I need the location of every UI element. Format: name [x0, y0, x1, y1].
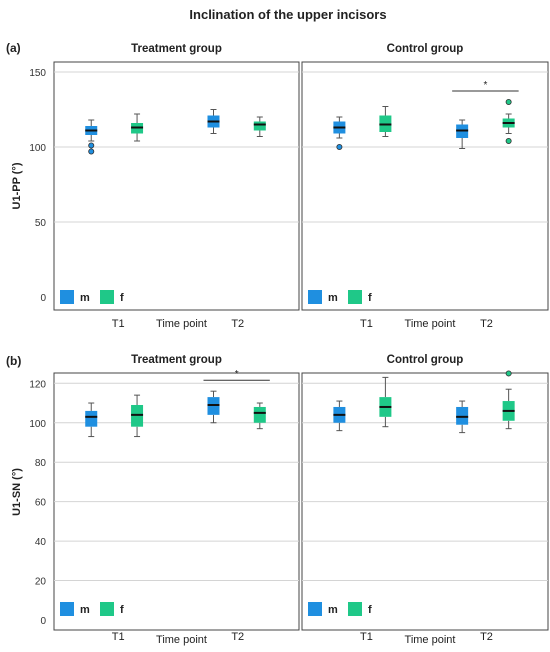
facet-title: Control group — [387, 354, 464, 366]
y-tick-label: 0 — [40, 293, 46, 304]
panel-label: (a) — [6, 41, 21, 55]
box-plot-T1-m — [85, 402, 98, 438]
x-tick-label: T1 — [112, 318, 125, 330]
box-plot-T2-m — [207, 390, 220, 424]
legend-label-f: f — [368, 292, 372, 304]
box-plot-T1-m — [85, 119, 98, 155]
box-plot-T2-f — [502, 370, 515, 430]
facet-title: Control group — [387, 43, 464, 55]
outlier-point — [88, 148, 95, 155]
x-tick-label: T2 — [480, 318, 493, 330]
y-tick-label: 80 — [35, 458, 47, 469]
x-tick-label: T1 — [112, 631, 125, 643]
figure-title: Inclination of the upper incisors — [189, 7, 386, 22]
facet: Control group m f T1 T2 Time point — [301, 354, 549, 646]
facet-frame — [301, 61, 549, 311]
box-plot-T2-m — [456, 119, 469, 149]
outlier-point — [505, 99, 512, 106]
legend-swatch-f — [348, 602, 362, 616]
box-plot-T1-f — [379, 106, 392, 137]
box-plot-T1-f — [379, 376, 392, 428]
chart-panel: (a) U1-PP (°) 0 50 100 150 Treatment group m f T1… — [6, 41, 549, 330]
y-tick-label: 100 — [29, 419, 46, 430]
legend-swatch-f — [100, 290, 114, 304]
y-tick-label: 20 — [35, 577, 47, 588]
x-axis-label: Time point — [405, 318, 456, 330]
legend-swatch-m — [60, 290, 74, 304]
y-tick-label: 60 — [35, 498, 47, 509]
outlier-point — [88, 142, 95, 149]
legend-label-m: m — [80, 604, 90, 616]
box-plot-T1-m — [333, 116, 346, 150]
x-tick-label: T1 — [360, 318, 373, 330]
legend-label-f: f — [368, 604, 372, 616]
box-iqr — [253, 121, 266, 131]
x-tick-label: T2 — [231, 631, 244, 643]
box-plot-T1-f — [131, 113, 144, 142]
x-axis-label: Time point — [156, 634, 207, 646]
outlier-point — [336, 143, 343, 150]
y-tick-label: 0 — [40, 616, 46, 627]
y-tick-label: 120 — [29, 379, 46, 390]
x-tick-label: T2 — [231, 318, 244, 330]
legend-label-m: m — [328, 604, 338, 616]
legend-label-f: f — [120, 604, 124, 616]
outlier-point — [505, 137, 512, 144]
box-plot-T2-f — [253, 402, 266, 430]
legend-swatch-f — [348, 290, 362, 304]
facet: Treatment group m f T1 T2 Time point — [53, 43, 300, 330]
legend-swatch-f — [100, 602, 114, 616]
y-axis-label: U1-PP (°) — [11, 162, 23, 209]
x-tick-label: T1 — [360, 631, 373, 643]
significance-star: * — [235, 369, 239, 380]
y-axis-label: U1-SN (°) — [11, 468, 23, 516]
y-tick-label: 100 — [29, 143, 46, 154]
box-plot-T2-m — [207, 109, 220, 134]
legend-swatch-m — [308, 602, 322, 616]
y-tick-label: 150 — [29, 68, 46, 79]
x-axis-label: Time point — [405, 634, 456, 646]
panel-label: (b) — [6, 354, 21, 368]
x-axis-label: Time point — [156, 318, 207, 330]
outlier-point — [505, 370, 512, 377]
facet-title: Treatment group — [131, 43, 222, 55]
y-tick-label: 40 — [35, 537, 47, 548]
chart-panel: (b) U1-SN (°) 0 20 40 60 80 100 120 Treatment gro… — [6, 354, 549, 646]
box-plot-T1-m — [333, 400, 346, 432]
box-iqr — [85, 410, 98, 427]
facet: Treatment group * m f T1 T2 Time point — [53, 354, 300, 646]
box-plot-T2-m — [456, 400, 469, 434]
legend-label-m: m — [80, 292, 90, 304]
box-iqr — [253, 406, 266, 423]
legend-swatch-m — [60, 602, 74, 616]
legend-swatch-m — [308, 290, 322, 304]
legend-label-f: f — [120, 292, 124, 304]
box-plot-T2-f — [502, 99, 515, 144]
facet-title: Treatment group — [131, 354, 222, 366]
significance-star: * — [483, 80, 487, 91]
x-tick-label: T2 — [480, 631, 493, 643]
facet: Control group * m f T1 T2 Time point — [301, 43, 549, 330]
box-plot-T2-f — [253, 116, 266, 137]
facet-frame — [53, 61, 300, 311]
box-plot-T1-f — [131, 394, 144, 438]
legend-label-m: m — [328, 292, 338, 304]
y-tick-label: 50 — [35, 218, 47, 229]
